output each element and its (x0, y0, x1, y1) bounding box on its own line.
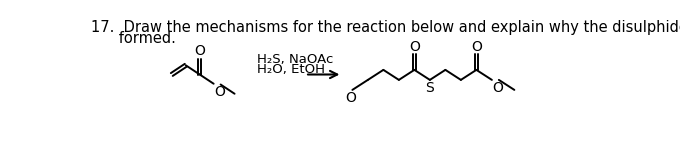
Text: H₂S, NaOAc: H₂S, NaOAc (257, 53, 333, 66)
Text: 17.  Draw the mechanisms for the reaction below and explain why the disulphide p: 17. Draw the mechanisms for the reaction… (91, 20, 680, 35)
Text: O: O (345, 91, 356, 105)
Text: O: O (194, 44, 205, 58)
Text: formed.: formed. (91, 31, 176, 46)
Text: O: O (214, 85, 225, 99)
Text: H₂O, EtOH: H₂O, EtOH (257, 63, 325, 76)
Text: O: O (492, 81, 503, 95)
Text: O: O (471, 40, 482, 54)
Text: O: O (409, 40, 420, 54)
Text: S: S (426, 81, 435, 95)
